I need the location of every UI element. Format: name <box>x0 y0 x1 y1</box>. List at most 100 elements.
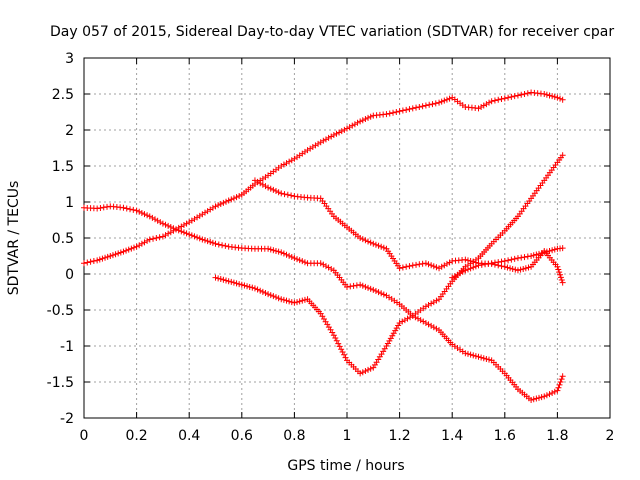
data-point <box>180 222 187 229</box>
data-point <box>407 314 414 321</box>
data-point <box>347 283 354 290</box>
data-point <box>341 351 348 358</box>
data-point <box>288 299 295 306</box>
data-point <box>196 212 203 219</box>
data-point <box>406 263 413 270</box>
data-point <box>175 227 182 234</box>
data-point <box>514 92 521 99</box>
data-point <box>426 101 433 108</box>
data-point <box>257 287 264 294</box>
marks-layer <box>81 89 566 403</box>
data-point <box>486 356 493 363</box>
data-point <box>393 325 400 332</box>
data-point <box>478 103 485 110</box>
data-point <box>359 282 366 289</box>
data-point <box>278 163 285 169</box>
data-point <box>498 96 505 103</box>
data-point <box>472 353 479 360</box>
data-point <box>230 195 237 202</box>
data-point <box>443 96 450 103</box>
data-point <box>558 376 565 383</box>
data-point <box>351 121 358 128</box>
x-tick-label: 2 <box>606 428 615 444</box>
data-point <box>375 242 382 249</box>
data-point <box>288 254 295 261</box>
data-point <box>136 208 143 215</box>
data-point <box>251 285 258 292</box>
data-point <box>244 283 251 290</box>
data-point <box>524 253 531 260</box>
data-point <box>328 265 335 272</box>
data-point <box>375 289 382 296</box>
y-tick-label: 2 <box>65 123 74 139</box>
data-point <box>520 265 527 272</box>
data-point <box>133 207 140 214</box>
data-point <box>159 233 166 240</box>
data-point <box>511 255 518 262</box>
x-tick-label: 0.2 <box>125 428 147 444</box>
data-point <box>141 211 148 218</box>
data-point <box>432 100 439 107</box>
data-point <box>505 94 512 101</box>
data-point <box>425 321 432 328</box>
data-point <box>517 266 524 273</box>
data-point <box>525 264 532 271</box>
data-point <box>555 266 562 273</box>
data-point <box>275 189 282 196</box>
data-point <box>504 264 511 271</box>
data-point <box>559 152 566 159</box>
data-point <box>165 222 172 229</box>
data-point <box>409 262 416 269</box>
data-point <box>392 327 399 334</box>
data-point <box>127 206 134 213</box>
x-tick-label: 0.4 <box>178 428 200 444</box>
data-point <box>357 281 364 288</box>
data-point <box>322 263 329 270</box>
data-point <box>543 91 550 98</box>
data-point <box>498 258 505 265</box>
data-point <box>170 225 177 232</box>
data-point <box>549 93 556 100</box>
data-point <box>443 260 450 267</box>
data-point <box>428 262 435 269</box>
data-point <box>109 252 116 259</box>
data-point <box>138 209 145 216</box>
data-point <box>104 253 111 260</box>
data-point <box>283 297 290 304</box>
data-point <box>294 299 301 306</box>
data-point <box>180 229 187 236</box>
data-point <box>409 105 416 112</box>
data-point <box>404 315 411 322</box>
data-point <box>336 129 343 136</box>
data-point <box>296 257 303 264</box>
data-point <box>186 219 193 226</box>
data-point <box>554 387 561 394</box>
data-point <box>538 394 545 401</box>
data-point <box>228 278 235 285</box>
data-point <box>207 239 214 246</box>
data-point <box>204 238 211 245</box>
data-point <box>144 237 151 244</box>
data-point <box>254 178 261 185</box>
data-point <box>441 97 448 104</box>
data-point <box>554 94 561 101</box>
data-point <box>251 177 258 184</box>
data-point <box>459 268 466 275</box>
data-point <box>280 296 287 303</box>
data-point <box>451 273 458 280</box>
data-point <box>222 242 229 249</box>
data-point <box>265 245 272 252</box>
data-point <box>146 236 153 243</box>
data-point <box>428 300 435 307</box>
data-point <box>315 140 322 147</box>
data-point <box>301 296 308 303</box>
data-point <box>518 91 525 98</box>
data-point <box>415 315 422 322</box>
data-point <box>278 190 285 197</box>
data-point <box>299 258 306 265</box>
data-point <box>233 194 240 201</box>
data-point <box>365 366 372 373</box>
data-point <box>533 395 540 402</box>
data-point <box>173 226 180 233</box>
data-point <box>362 237 369 244</box>
